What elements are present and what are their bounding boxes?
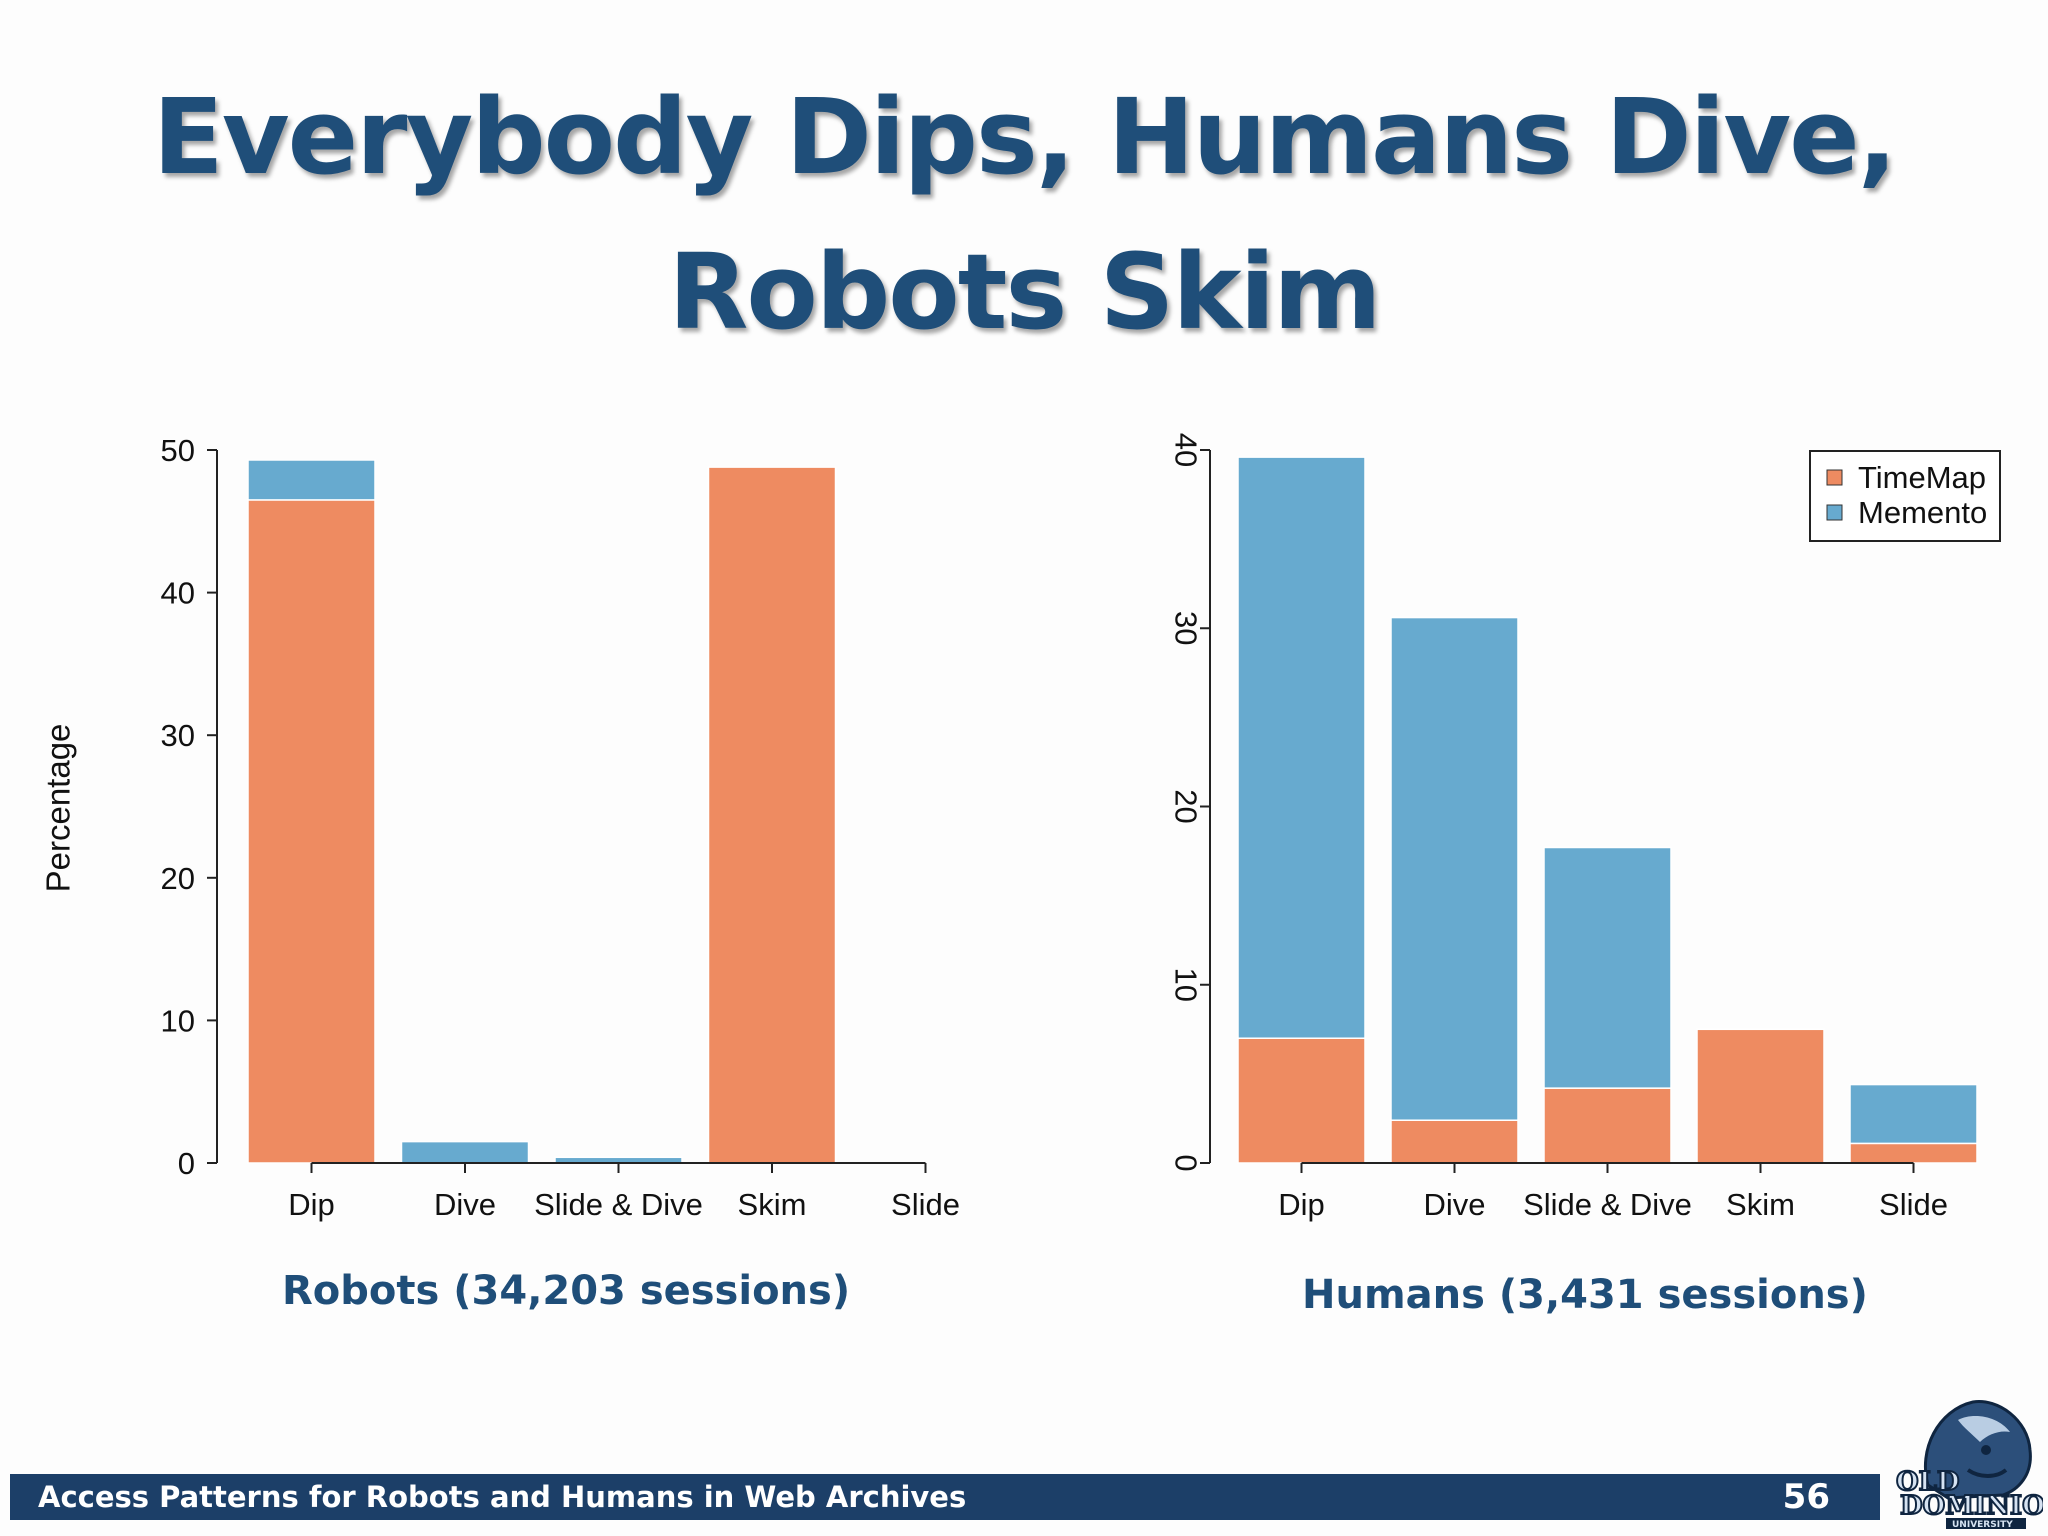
svg-text:OLD: OLD [1896,1467,1959,1497]
legend-swatch-memento [1826,504,1843,521]
robots-y-tick-label-0: 0 [178,1146,195,1181]
humans-bar-memento-0 [1237,456,1366,1039]
robots-y-tick-label-2: 20 [161,861,195,896]
title-line-2: Robots Skim [668,231,1381,353]
footer-bar: Access Patterns for Robots and Humans in… [10,1474,1880,1520]
humans-x-tick-label-0: Dip [1278,1187,1325,1222]
university-logo: OLD DOMINION UNIVERSITY [1895,1400,2043,1530]
page-number: 56 [1782,1477,1830,1517]
robots-bar-timemap-0 [247,499,376,1164]
robots-y-axis-label: Percentage [40,724,77,893]
robots-bar-memento-1 [400,1140,530,1164]
robots-y-tick-label-4: 40 [161,576,195,611]
humans-y-tick-label-3: 30 [1169,611,1204,645]
footer-text: Access Patterns for Robots and Humans in… [38,1480,967,1514]
legend-label-memento: Memento [1858,495,1987,530]
humans-bar-timemap-3 [1696,1028,1825,1164]
humans-bar-memento-4 [1849,1083,1978,1145]
robots-y-tick-label-5: 50 [161,433,195,468]
title-line-1: Everybody Dips, Humans Dive, [152,76,1897,198]
humans-y-tick-label-2: 20 [1169,789,1204,823]
humans-y-tick-label-4: 40 [1169,433,1204,467]
legend-box [1809,450,2001,542]
humans-y-tick-label-0: 0 [1169,1154,1204,1171]
svg-text:UNIVERSITY: UNIVERSITY [1952,1520,2013,1530]
robots-chart-caption: Robots (34,203 sessions) [282,1268,851,1314]
svg-text:DOMINION: DOMINION [1900,1491,2043,1521]
legend-label-timemap: TimeMap [1858,460,1986,495]
humans-bar-timemap-4 [1849,1142,1978,1164]
robots-y-tick-label-1: 10 [161,1003,195,1038]
robots-x-tick-label-1: Dive [434,1187,496,1222]
robots-x-tick-label-4: Slide [891,1187,960,1222]
robots-bar-memento-0 [247,459,376,501]
humans-x-tick-label-4: Slide [1879,1187,1948,1222]
humans-bar-timemap-2 [1543,1087,1672,1164]
humans-bar-timemap-0 [1237,1037,1366,1164]
humans-y-tick-label-1: 10 [1169,968,1204,1002]
legend-swatch-timemap [1826,469,1843,486]
humans-x-tick-label-2: Slide & Dive [1523,1187,1692,1222]
humans-x-tick-label-3: Skim [1726,1187,1795,1222]
robots-y-tick-label-3: 30 [161,718,195,753]
slide-title: Everybody Dips, Humans Dive, Robots Skim [0,60,2048,370]
humans-bar-memento-2 [1543,846,1672,1089]
humans-x-tick-label-1: Dive [1423,1187,1485,1222]
robots-x-tick-label-2: Slide & Dive [534,1187,703,1222]
robots-bar-timemap-3 [707,466,837,1164]
humans-bar-memento-1 [1390,616,1519,1121]
humans-bar-timemap-1 [1390,1119,1519,1164]
robots-x-tick-label-0: Dip [288,1187,335,1222]
humans-chart-caption: Humans (3,431 sessions) [1302,1272,1868,1318]
charts-canvas: 0 10 20 30 40 50 Dip Dive Slide & Dive Skim Slide P… [40,433,2001,1222]
robots-x-tick-label-3: Skim [738,1187,807,1222]
